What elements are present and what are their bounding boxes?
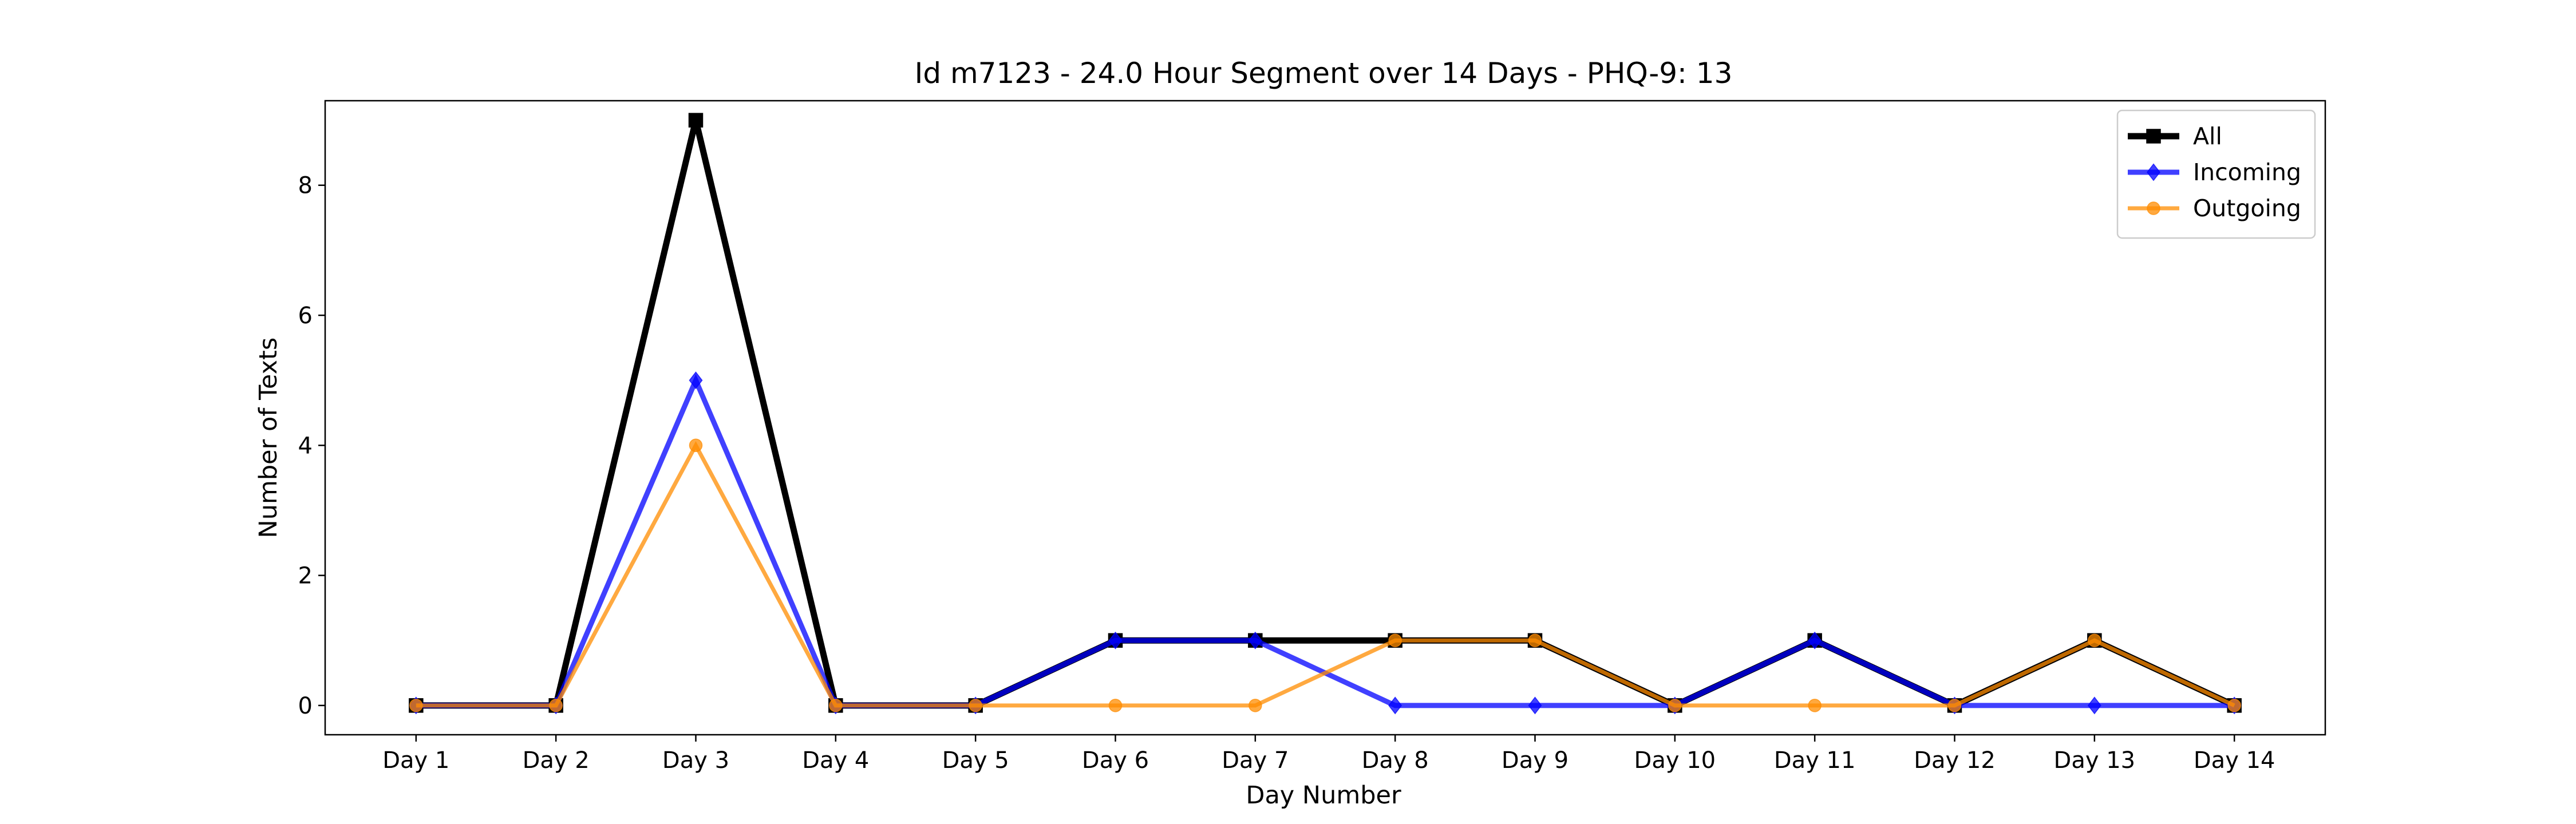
x-tick-label: Day 3 [662, 747, 729, 774]
data-point-incoming [1248, 631, 1262, 649]
data-point-outgoing [409, 699, 423, 712]
data-point-outgoing [1668, 699, 1682, 712]
data-point-incoming [1808, 631, 1822, 649]
data-point-outgoing [2227, 699, 2241, 712]
x-tick-label: Day 9 [1502, 747, 1568, 774]
y-tick-label: 2 [298, 563, 313, 589]
data-point-incoming [2087, 696, 2101, 715]
data-point-outgoing [829, 699, 843, 712]
y-axis-label: Number of Texts [254, 338, 283, 538]
legend-item-all: All [2128, 122, 2222, 150]
data-point-incoming [689, 371, 703, 390]
data-point-all [688, 113, 704, 128]
x-tick-label: Day 12 [1914, 747, 1996, 774]
legend-item-incoming: Incoming [2128, 159, 2301, 186]
x-tick-label: Day 1 [382, 747, 449, 774]
data-point-outgoing [1108, 699, 1123, 712]
data-point-outgoing [1808, 699, 1822, 712]
legend-marker [2147, 163, 2160, 181]
x-tick-label: Day 14 [2194, 747, 2275, 774]
data-point-incoming [1528, 696, 1542, 715]
legend-label: Outgoing [2193, 195, 2301, 222]
data-point-outgoing [549, 699, 563, 712]
x-tick-label: Day 13 [2054, 747, 2136, 774]
data-point-outgoing [1947, 699, 1962, 712]
x-tick-label: Day 2 [523, 747, 590, 774]
legend-label: Incoming [2193, 159, 2301, 186]
data-point-outgoing [1388, 633, 1402, 647]
x-tick-label: Day 7 [1222, 747, 1289, 774]
x-tick-label: Day 10 [1634, 747, 1716, 774]
legend-item-outgoing: Outgoing [2128, 195, 2301, 222]
x-tick-label: Day 8 [1362, 747, 1429, 774]
x-tick-label: Day 4 [802, 747, 869, 774]
data-point-outgoing [1528, 633, 1542, 647]
x-tick-label: Day 5 [942, 747, 1009, 774]
legend: All Incoming Outgoing [2116, 109, 2316, 239]
y-tick-label: 6 [298, 303, 313, 329]
data-point-incoming [1108, 631, 1123, 649]
x-axis-label: Day Number [1246, 781, 1401, 810]
series-layer [409, 113, 2242, 715]
data-point-incoming [1388, 696, 1402, 715]
legend-marker [2147, 201, 2160, 215]
y-tick-label: 4 [298, 433, 313, 459]
plot-area: Day 1 Day 2 Day 3 Day 4 Day 5 Day 6 Day 7 Day 8… [298, 100, 2326, 774]
legend-box [2116, 109, 2316, 239]
series-line-outgoing [416, 441, 2235, 708]
series-outgoing [409, 438, 2241, 712]
data-point-outgoing [2088, 633, 2101, 647]
data-point-outgoing [969, 699, 982, 712]
legend-marker [2146, 129, 2161, 144]
data-point-outgoing [689, 438, 703, 453]
x-tick-label: Day 6 [1082, 747, 1149, 774]
x-tick-label: Day 11 [1774, 747, 1856, 774]
chart-title: Id m7123 - 24.0 Hour Segment over 14 Day… [915, 57, 1733, 90]
data-point-outgoing [1249, 699, 1262, 712]
y-tick-label: 8 [298, 173, 313, 199]
y-tick-label: 0 [298, 693, 313, 719]
legend-label: All [2193, 122, 2222, 150]
plot-frame [324, 100, 2326, 736]
